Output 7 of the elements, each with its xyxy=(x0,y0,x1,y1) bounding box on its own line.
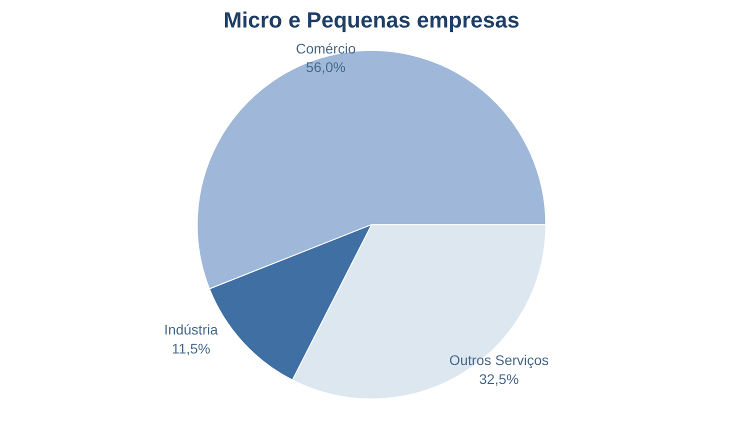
slice-label: Outros Serviços xyxy=(449,352,549,368)
data-label: 32,5% xyxy=(479,370,519,387)
slice-label: Comércio xyxy=(296,40,356,56)
data-label: 56,0% xyxy=(306,59,346,76)
slice-label: Indústria xyxy=(164,322,218,338)
chart-title: Micro e Pequenas empresas xyxy=(224,8,520,32)
data-label: 11,5% xyxy=(172,340,210,356)
